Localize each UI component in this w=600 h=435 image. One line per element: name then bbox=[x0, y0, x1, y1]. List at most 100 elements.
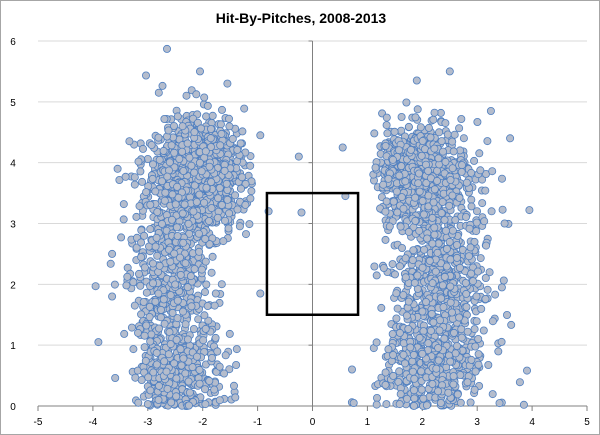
data-point-3830 bbox=[434, 343, 443, 352]
data-point-1703 bbox=[174, 193, 183, 202]
data-point-3840 bbox=[389, 371, 398, 380]
data-point-1915 bbox=[146, 386, 155, 395]
data-point-2031 bbox=[213, 347, 222, 356]
data-point-1726 bbox=[154, 133, 163, 142]
data-point-2329 bbox=[478, 175, 487, 184]
data-point-3221 bbox=[390, 270, 399, 279]
data-point-1619 bbox=[151, 297, 160, 306]
data-point-3813 bbox=[381, 368, 390, 377]
data-point-1502 bbox=[117, 233, 126, 242]
data-point-3470 bbox=[441, 226, 450, 235]
data-point-2024 bbox=[185, 388, 194, 397]
data-point-3868 bbox=[500, 219, 509, 228]
data-point-2708 bbox=[443, 130, 452, 139]
data-point-1671 bbox=[170, 249, 179, 258]
data-point-965 bbox=[148, 160, 157, 169]
data-point-2011 bbox=[162, 367, 171, 376]
data-point-2441 bbox=[383, 129, 392, 138]
x-tick-label-8: 3 bbox=[474, 417, 480, 428]
data-point-2003 bbox=[120, 329, 129, 338]
data-point-934 bbox=[233, 145, 242, 154]
data-point-3309 bbox=[445, 201, 454, 210]
data-point-2490 bbox=[498, 205, 507, 214]
data-point-3488 bbox=[425, 256, 434, 265]
data-point-970 bbox=[236, 184, 245, 193]
data-point-1592 bbox=[173, 231, 182, 240]
data-point-3860 bbox=[347, 365, 356, 374]
data-point-1728 bbox=[201, 257, 210, 266]
data-point-3356 bbox=[470, 237, 479, 246]
data-point-3142 bbox=[478, 199, 487, 208]
data-point-3054 bbox=[497, 174, 506, 183]
data-point-1667 bbox=[187, 302, 196, 311]
data-point-3477 bbox=[429, 198, 438, 207]
data-point-1702 bbox=[148, 174, 157, 183]
data-point-3336 bbox=[411, 193, 420, 202]
data-point-3127 bbox=[482, 241, 491, 250]
data-point-3839 bbox=[418, 349, 427, 358]
data-point-3856 bbox=[113, 164, 122, 173]
data-point-2712 bbox=[450, 130, 459, 139]
data-point-655 bbox=[236, 139, 245, 148]
data-point-3395 bbox=[455, 193, 464, 202]
data-point-3254 bbox=[448, 164, 457, 173]
data-point-1688 bbox=[148, 279, 157, 288]
data-point-3468 bbox=[468, 277, 477, 286]
data-point-3736 bbox=[470, 325, 479, 334]
data-point-1723 bbox=[173, 182, 182, 191]
data-points bbox=[91, 44, 534, 410]
data-point-1698 bbox=[151, 187, 160, 196]
data-point-3847 bbox=[223, 79, 232, 88]
data-point-1486 bbox=[139, 297, 148, 306]
data-point-1877 bbox=[203, 301, 212, 310]
data-point-1078 bbox=[215, 183, 224, 192]
data-point-1648 bbox=[181, 259, 190, 268]
data-point-3611 bbox=[393, 304, 402, 313]
data-point-3780 bbox=[417, 385, 426, 394]
data-point-3453 bbox=[418, 196, 427, 205]
data-point-2005 bbox=[195, 365, 204, 374]
data-point-987 bbox=[233, 205, 242, 214]
data-point-1572 bbox=[175, 154, 184, 163]
x-tick-label-6: 1 bbox=[365, 417, 371, 428]
data-point-1945 bbox=[172, 374, 181, 383]
data-point-1986 bbox=[160, 319, 169, 328]
data-point-3846 bbox=[195, 67, 204, 76]
data-point-1553 bbox=[140, 263, 149, 272]
data-point-3811 bbox=[388, 329, 397, 338]
data-point-1933 bbox=[183, 335, 192, 344]
data-point-3368 bbox=[495, 399, 504, 408]
data-point-1070 bbox=[197, 167, 206, 176]
data-point-1200 bbox=[136, 167, 145, 176]
data-point-3078 bbox=[381, 235, 390, 244]
data-point-1686 bbox=[167, 215, 176, 224]
data-point-3819 bbox=[424, 339, 433, 348]
x-tick-label-2: -3 bbox=[143, 417, 152, 428]
data-point-2463 bbox=[475, 149, 484, 158]
data-point-3156 bbox=[449, 147, 458, 156]
data-point-1639 bbox=[165, 158, 174, 167]
data-point-1706 bbox=[151, 242, 160, 251]
data-point-2022 bbox=[149, 368, 158, 377]
data-point-1919 bbox=[204, 316, 213, 325]
data-point-1397 bbox=[111, 373, 120, 382]
data-point-3390 bbox=[466, 243, 475, 252]
data-point-3362 bbox=[437, 209, 446, 218]
data-point-3130 bbox=[483, 137, 492, 146]
data-point-3812 bbox=[381, 380, 390, 389]
data-point-1439 bbox=[205, 240, 214, 249]
data-point-1073 bbox=[206, 125, 215, 134]
data-point-1629 bbox=[207, 177, 216, 186]
data-point-2828 bbox=[381, 141, 390, 150]
strike-zone bbox=[265, 191, 360, 316]
data-point-3321 bbox=[479, 326, 488, 335]
data-point-3828 bbox=[410, 374, 419, 383]
data-point-2032 bbox=[179, 354, 188, 363]
data-point-2036 bbox=[144, 373, 153, 382]
data-point-3346 bbox=[445, 237, 454, 246]
data-point-2754 bbox=[424, 123, 433, 132]
data-point-3863 bbox=[497, 283, 506, 292]
data-point-1409 bbox=[110, 280, 119, 289]
data-point-3400 bbox=[431, 267, 440, 276]
data-point-1024 bbox=[190, 128, 199, 137]
